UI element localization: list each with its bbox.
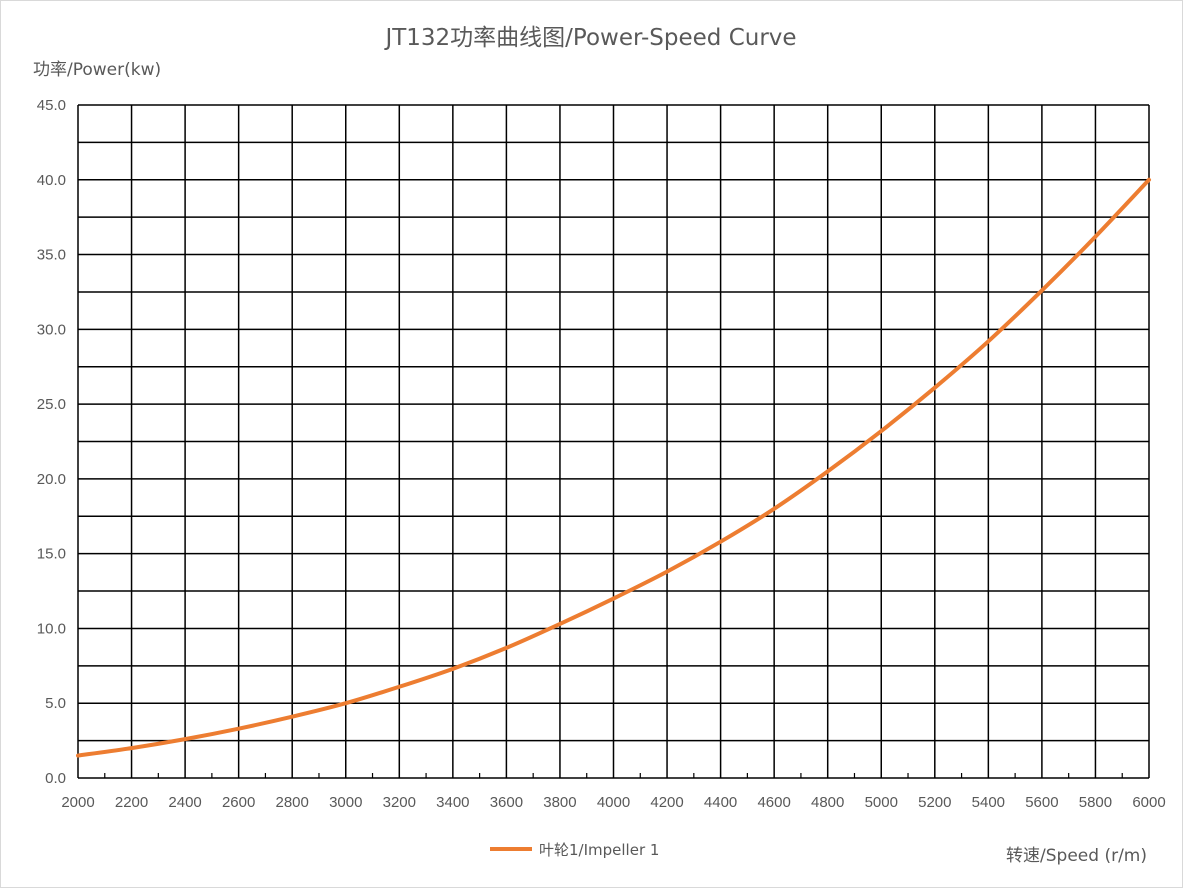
series-line-impeller-1 bbox=[76, 177, 1151, 758]
x-tick-label: 2600 bbox=[222, 794, 255, 811]
x-tick-label: 2200 bbox=[115, 794, 148, 811]
x-tick-label: 5400 bbox=[972, 794, 1005, 811]
x-tick-label: 2800 bbox=[276, 794, 309, 811]
y-tick-label: 45.0 bbox=[37, 97, 66, 114]
x-tick-label: 4600 bbox=[757, 794, 790, 811]
y-tick-label: 35.0 bbox=[37, 247, 66, 264]
x-tick-label: 4000 bbox=[597, 794, 630, 811]
x-tick-label: 4800 bbox=[811, 794, 844, 811]
y-tick-label: 25.0 bbox=[37, 396, 66, 413]
x-tick-label: 3200 bbox=[383, 794, 416, 811]
x-tick-label: 4400 bbox=[704, 794, 737, 811]
y-axis-label: 功率/Power(kw) bbox=[33, 60, 161, 80]
x-tick-label: 2400 bbox=[168, 794, 201, 811]
y-tick-label: 30.0 bbox=[37, 321, 66, 338]
grid bbox=[77, 104, 1150, 779]
x-tick-label: 3400 bbox=[436, 794, 469, 811]
x-tick-label: 6000 bbox=[1132, 794, 1165, 811]
x-tick-label: 3600 bbox=[490, 794, 523, 811]
x-tick-label: 3800 bbox=[543, 794, 576, 811]
y-tick-label: 40.0 bbox=[37, 172, 66, 189]
y-tick-label: 0.0 bbox=[45, 770, 66, 787]
series-layer bbox=[76, 177, 1151, 758]
x-tick-label: 3000 bbox=[329, 794, 362, 811]
x-tick-label: 4200 bbox=[650, 794, 683, 811]
x-tick-label: 2000 bbox=[61, 794, 94, 811]
legend: 叶轮1/Impeller 1 bbox=[490, 841, 659, 859]
axes: 2000 2200 2400 2600 2800 3000 3200 3400 3600 3800… bbox=[37, 97, 1166, 811]
legend-label: 叶轮1/Impeller 1 bbox=[539, 841, 659, 859]
chart-title: JT132功率曲线图/Power-Speed Curve bbox=[383, 25, 796, 51]
y-tick-label: 10.0 bbox=[37, 620, 66, 637]
x-tick-label: 5600 bbox=[1025, 794, 1058, 811]
y-tick-label: 15.0 bbox=[37, 546, 66, 563]
y-tick-label: 5.0 bbox=[45, 695, 66, 712]
x-axis-label: 转速/Speed (r/m) bbox=[1006, 846, 1147, 866]
y-tick-label: 20.0 bbox=[37, 471, 66, 488]
x-tick-label: 5200 bbox=[918, 794, 951, 811]
x-tick-label: 5000 bbox=[865, 794, 898, 811]
x-tick-label: 5800 bbox=[1079, 794, 1112, 811]
